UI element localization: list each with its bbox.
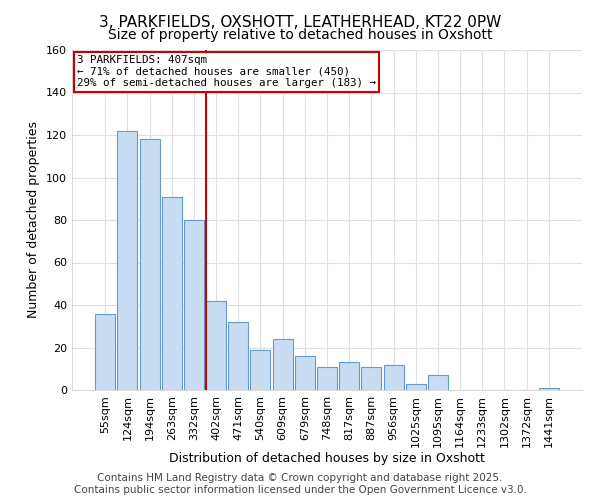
Text: Size of property relative to detached houses in Oxshott: Size of property relative to detached ho… xyxy=(108,28,492,42)
X-axis label: Distribution of detached houses by size in Oxshott: Distribution of detached houses by size … xyxy=(169,452,485,466)
Text: 3, PARKFIELDS, OXSHOTT, LEATHERHEAD, KT22 0PW: 3, PARKFIELDS, OXSHOTT, LEATHERHEAD, KT2… xyxy=(99,15,501,30)
Bar xyxy=(428,375,448,390)
Text: Contains HM Land Registry data © Crown copyright and database right 2025.
Contai: Contains HM Land Registry data © Crown c… xyxy=(74,474,526,495)
Bar xyxy=(250,350,271,390)
Bar xyxy=(95,314,115,390)
Bar xyxy=(162,196,182,390)
Text: 3 PARKFIELDS: 407sqm
← 71% of detached houses are smaller (450)
29% of semi-deta: 3 PARKFIELDS: 407sqm ← 71% of detached h… xyxy=(77,55,376,88)
Bar xyxy=(118,130,137,390)
Bar xyxy=(140,139,160,390)
Bar xyxy=(206,300,226,390)
Bar xyxy=(383,364,404,390)
Bar xyxy=(272,339,293,390)
Bar xyxy=(184,220,204,390)
Bar xyxy=(228,322,248,390)
Bar xyxy=(406,384,426,390)
Bar xyxy=(317,366,337,390)
Bar xyxy=(539,388,559,390)
Bar xyxy=(339,362,359,390)
Bar xyxy=(361,366,382,390)
Bar xyxy=(295,356,315,390)
Y-axis label: Number of detached properties: Number of detached properties xyxy=(28,122,40,318)
